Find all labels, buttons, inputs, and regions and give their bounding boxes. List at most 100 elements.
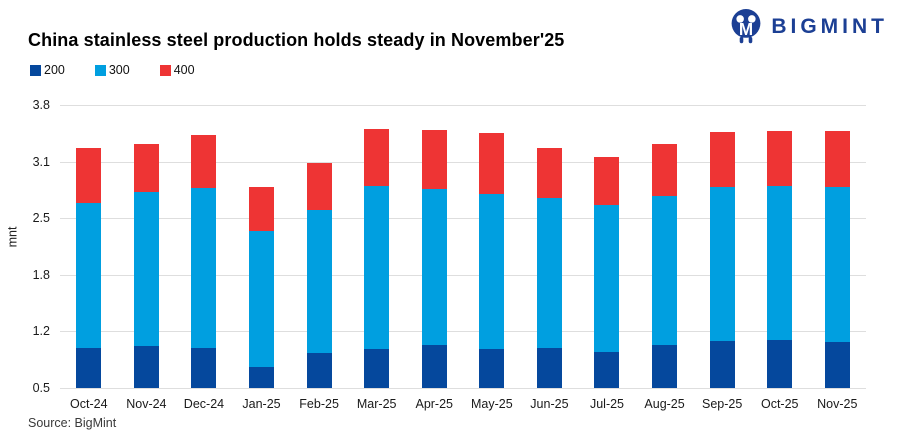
x-tick-label-Jun-25: Jun-25: [530, 397, 569, 411]
legend-label: 400: [173, 63, 195, 77]
legend-swatch-icon: [30, 64, 41, 76]
stacked-bar-Nov-25: [824, 130, 850, 388]
bar-segment-300-Apr-25: [421, 189, 447, 346]
bar-segment-200-Nov-24: [133, 346, 159, 388]
stacked-bar-Mar-25: [364, 129, 390, 388]
x-tick-label-Jul-25: Jul-25: [589, 397, 625, 411]
svg-text:M: M: [739, 20, 753, 39]
bar-column-Oct-25: [751, 105, 809, 388]
y-tick-label: 3.1: [32, 154, 50, 169]
stacked-bar-Dec-24: [191, 135, 217, 388]
stacked-bar-Oct-25: [767, 130, 793, 388]
gridline-y-3.1: [60, 161, 866, 163]
x-tick-label-Oct-25: Oct-25: [760, 397, 799, 411]
y-tick-label: 2.5: [32, 211, 50, 226]
y-axis-title: mnt: [5, 226, 20, 248]
page-title: China stainless steel production holds s…: [28, 30, 565, 50]
bar-segment-200-Mar-25: [364, 349, 390, 388]
bar-column-Jan-25: [233, 105, 291, 388]
bar-segment-300-Jan-25: [249, 231, 275, 367]
bar-column-Mar-25: [348, 105, 406, 388]
bar-segment-400-May-25: [479, 133, 505, 195]
bar-segment-300-Dec-24: [191, 188, 217, 348]
x-tick-label-Jan-25: Jan-25: [242, 397, 281, 411]
gridline-y-2.5: [60, 218, 866, 220]
legend-label: 300: [108, 63, 130, 77]
bar-column-Dec-24: [175, 105, 233, 388]
gridline-y-3.8: [60, 105, 866, 106]
bar-segment-200-May-25: [479, 348, 505, 388]
bar-segment-200-Oct-25: [767, 340, 793, 388]
x-tick-label-Nov-24: Nov-24: [126, 397, 167, 411]
bar-segment-300-Jun-25: [536, 197, 562, 348]
stacked-bar-May-25: [479, 133, 505, 388]
x-tick-label-Feb-25: Feb-25: [299, 397, 339, 411]
bar-segment-300-Oct-25: [767, 185, 793, 340]
bar-segment-400-Jun-25: [536, 147, 562, 198]
bar-segment-200-Sep-25: [709, 340, 735, 388]
bar-column-Jul-25: [578, 105, 636, 388]
plot-area: 3.8 3.1 2.5 1.8 1.2 0.5: [33, 99, 866, 394]
gridline-y-0.5: [60, 388, 866, 389]
bar-segment-400-Nov-24: [133, 144, 159, 192]
y-tick-label: 1.8: [32, 267, 50, 282]
bar-segment-200-Oct-24: [76, 347, 102, 388]
bar-segment-200-Apr-25: [421, 345, 447, 388]
brand-logo: M BIGMINT: [728, 6, 888, 48]
stacked-bar-Oct-24: [76, 147, 102, 388]
bar-segment-200-Jan-25: [249, 366, 275, 388]
bar-segment-200-Dec-24: [191, 347, 217, 388]
chart-legend: 200 300 400: [30, 63, 195, 77]
source-note: Source: BigMint: [28, 416, 117, 430]
bar-segment-400-Oct-24: [76, 147, 102, 203]
bar-segment-400-Nov-25: [824, 130, 850, 188]
bar-column-Nov-25: [809, 105, 867, 388]
bar-segment-200-Jun-25: [536, 347, 562, 388]
x-tick-label-Sep-25: Sep-25: [701, 397, 743, 411]
bar-segment-300-Feb-25: [306, 210, 332, 353]
gridline-y-1.2: [60, 331, 866, 333]
bar-segment-300-Mar-25: [364, 185, 390, 350]
brand-name: BIGMINT: [771, 15, 888, 38]
bar-segment-200-Feb-25: [306, 352, 332, 388]
bar-segment-400-Sep-25: [709, 131, 735, 188]
x-tick-label-May-25: May-25: [470, 397, 513, 411]
y-tick-label: 0.5: [32, 381, 50, 395]
legend-swatch-icon: [94, 64, 106, 76]
bar-segment-300-May-25: [479, 194, 505, 349]
y-tick-label: 3.8: [32, 98, 50, 112]
legend-item-400: 400: [159, 63, 195, 77]
stacked-bar-Nov-24: [133, 144, 159, 388]
legend-label: 200: [44, 63, 65, 77]
bar-segment-400-Mar-25: [364, 129, 390, 186]
bar-column-Apr-25: [405, 105, 463, 388]
bar-series-container: [60, 105, 866, 388]
stacked-bar-Apr-25: [421, 129, 447, 388]
x-tick-label-Dec-24: Dec-24: [183, 397, 225, 411]
bar-column-May-25: [463, 105, 521, 388]
bar-segment-400-Dec-24: [191, 135, 217, 189]
stacked-bar-Aug-25: [652, 144, 678, 388]
bar-column-Feb-25: [290, 105, 348, 388]
bar-segment-200-Nov-25: [824, 341, 850, 388]
stacked-bar-Jan-25: [249, 186, 275, 388]
bigmint-logo-icon: M: [728, 6, 764, 48]
bar-column-Aug-25: [636, 105, 694, 388]
bar-segment-300-Oct-24: [76, 202, 102, 348]
y-tick-label: 1.2: [32, 324, 50, 339]
bar-column-Sep-25: [693, 105, 751, 388]
bar-segment-300-Jul-25: [594, 204, 620, 352]
bar-segment-300-Aug-25: [652, 195, 678, 346]
legend-item-200: 200: [30, 63, 65, 77]
stacked-bar-Feb-25: [306, 163, 332, 388]
x-tick-label-Nov-25: Nov-25: [817, 397, 858, 411]
x-tick-label-Aug-25: Aug-25: [644, 397, 685, 411]
bar-segment-400-Jan-25: [249, 186, 275, 232]
bar-column-Nov-24: [118, 105, 176, 388]
stacked-bar-Jul-25: [594, 156, 620, 388]
legend-item-300: 300: [94, 63, 130, 77]
bar-column-Oct-24: [60, 105, 118, 388]
bar-segment-400-Oct-25: [767, 130, 793, 186]
bar-segment-400-Jul-25: [594, 156, 620, 205]
